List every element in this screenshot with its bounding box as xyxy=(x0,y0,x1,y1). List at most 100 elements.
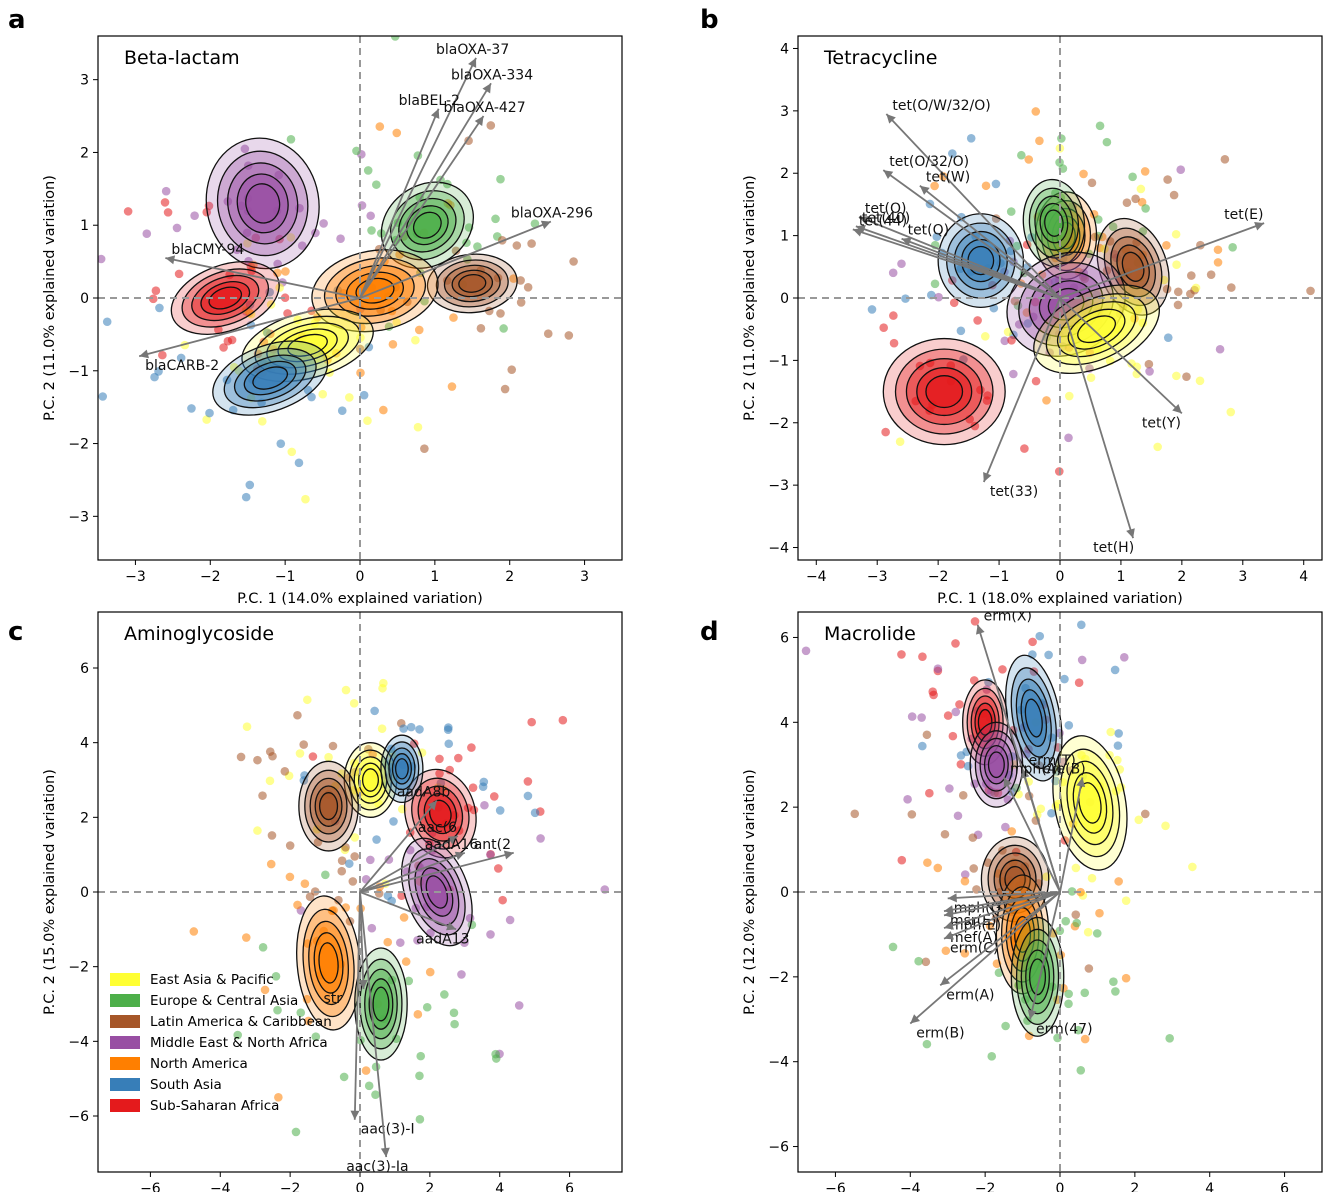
sample-point-sub-saharan-africa xyxy=(889,311,898,320)
sample-point-south-asia xyxy=(406,722,416,732)
sample-point-europe-central-asia xyxy=(371,1090,380,1099)
loading-vectors: aadA8baac(6aadA16ant(2aadA13straac(3)-Ia… xyxy=(323,785,514,1172)
vector-aada8b xyxy=(359,799,438,893)
sample-point-north-america xyxy=(266,859,276,869)
sample-point-europe-central-asia xyxy=(1072,918,1082,928)
y-tick-label: −6 xyxy=(768,1140,789,1156)
vector-label-aada16: aadA16 xyxy=(425,837,479,853)
vector-arrowhead-blaoxa-427 xyxy=(474,116,484,127)
contour-level-sub-saharan-africa xyxy=(208,286,243,310)
x-tick-label: −4 xyxy=(900,1181,921,1192)
density-south-asia xyxy=(212,340,329,416)
vector-tet-44 xyxy=(852,228,1061,299)
sample-point-south-asia xyxy=(932,232,942,242)
x-tick-label: 4 xyxy=(1205,1181,1214,1192)
sample-point-latin-america-caribbean xyxy=(496,309,505,318)
vector-label-erm-t: erm(T) xyxy=(1029,753,1076,769)
contour-level-europe-central-asia xyxy=(372,986,390,1022)
y-axis-label: P.C. 2 (15.0% explained variation) xyxy=(42,769,58,1015)
sample-point-europe-central-asia xyxy=(364,1081,374,1091)
sample-point-europe-central-asia xyxy=(416,1051,426,1061)
x-tick-label: 0 xyxy=(1056,1181,1065,1192)
sample-point-east-asia-pacific xyxy=(1195,376,1205,386)
sample-point-europe-central-asia xyxy=(233,1030,243,1040)
vector-arrowhead-ere-b xyxy=(1076,777,1086,788)
sample-point-europe-central-asia xyxy=(1093,215,1103,224)
sample-point-latin-america-caribbean xyxy=(1084,964,1094,973)
sample-point-sub-saharan-africa xyxy=(1007,335,1016,345)
vector-label-tet-w: tet(W) xyxy=(926,170,970,186)
sample-point-sub-saharan-africa xyxy=(973,316,982,325)
sample-point-north-america xyxy=(1024,155,1034,164)
sample-point-middle-east-north-africa xyxy=(951,707,961,717)
sample-point-sub-saharan-africa xyxy=(219,343,228,352)
vector-label-tet-44: tet(44) xyxy=(859,213,907,229)
sample-point-latin-america-caribbean xyxy=(337,866,347,876)
sample-point-east-asia-pacific xyxy=(1064,391,1074,401)
sample-point-south-asia xyxy=(399,724,408,733)
x-tick-label: −2 xyxy=(200,569,221,585)
sample-point-latin-america-caribbean xyxy=(500,384,510,394)
vector-arrowhead-aada8b xyxy=(427,800,437,811)
sample-point-latin-america-caribbean xyxy=(253,755,262,765)
density-europe-central-asia xyxy=(1022,178,1086,268)
sample-point-south-asia xyxy=(187,404,196,413)
vector-label-aada8b: aadA8b xyxy=(397,785,451,801)
sample-point-sub-saharan-africa xyxy=(889,338,899,348)
vector-blaoxa-296 xyxy=(359,220,552,299)
sample-point-east-asia-pacific xyxy=(349,699,359,708)
vector-label-tet-y: tet(Y) xyxy=(1142,415,1181,431)
sample-point-middle-east-north-africa xyxy=(366,211,375,221)
loading-vectors: erm(X)erm(T)ere(B)mph(A)mph(G)msr(E)mph(… xyxy=(909,612,1093,1042)
sample-point-east-asia-pacific xyxy=(301,494,310,504)
sample-point-latin-america-caribbean xyxy=(1220,155,1230,164)
sample-point-middle-east-north-africa xyxy=(240,144,250,154)
contour-level-south-asia xyxy=(252,366,289,390)
sample-point-sub-saharan-africa xyxy=(1011,847,1021,857)
sample-point-europe-central-asia xyxy=(1061,916,1071,926)
sample-point-latin-america-caribbean xyxy=(1122,198,1132,208)
sample-point-sub-saharan-africa xyxy=(970,421,980,431)
vector-label-erm-c: erm(C) xyxy=(950,941,998,957)
sample-point-north-america xyxy=(189,927,199,936)
sample-point-south-asia xyxy=(1047,808,1056,818)
panel-letter-c: c xyxy=(8,617,23,647)
sample-point-east-asia-pacific xyxy=(980,332,990,341)
vector-arrowhead-erm-t xyxy=(1020,768,1030,779)
sample-point-middle-east-north-africa xyxy=(161,186,171,196)
y-tick-label: −4 xyxy=(768,541,789,557)
sample-point-europe-central-asia xyxy=(491,214,500,224)
sample-point-east-asia-pacific xyxy=(1100,244,1109,254)
plot-area: tet(O/W/32/O)tet(O/32/O)tet(W)tet(O)tet(… xyxy=(798,36,1322,560)
sample-point-latin-america-caribbean xyxy=(344,773,354,782)
legend-swatch-europe-central-asia xyxy=(110,994,140,1007)
plot-area: erm(X)erm(T)ere(B)mph(A)mph(G)msr(E)mph(… xyxy=(798,612,1322,1172)
sample-point-sub-saharan-africa xyxy=(88,274,97,283)
sample-point-south-asia xyxy=(98,392,108,401)
vector-tet-q xyxy=(901,237,1061,299)
sample-point-north-america xyxy=(923,858,932,867)
sample-point-latin-america-caribbean xyxy=(527,239,536,248)
sample-point-europe-central-asia xyxy=(1057,134,1066,143)
sample-point-north-america xyxy=(1213,245,1223,255)
x-tick-label: 4 xyxy=(495,1181,504,1192)
sample-point-south-asia xyxy=(523,791,533,801)
x-tick-label: −3 xyxy=(867,569,888,585)
sample-point-middle-east-north-africa xyxy=(1077,655,1087,665)
sample-point-europe-central-asia xyxy=(1141,204,1150,213)
vector-label-tet-q: tet(Q) xyxy=(908,223,950,239)
vector-label-blaoxa-427: blaOXA-427 xyxy=(444,100,526,116)
sample-point-north-america xyxy=(1114,877,1123,886)
sample-point-middle-east-north-africa xyxy=(934,292,943,302)
sample-point-sub-saharan-africa xyxy=(1030,297,1040,307)
y-tick-label: −4 xyxy=(68,1034,89,1050)
sample-point-middle-east-north-africa xyxy=(1000,336,1010,346)
sample-point-europe-central-asia xyxy=(930,279,940,289)
sample-point-south-asia xyxy=(1110,665,1120,675)
sample-point-latin-america-caribbean xyxy=(968,833,978,842)
vector-blabel-2 xyxy=(359,108,440,299)
contour-level-east-asia-pacific xyxy=(361,768,379,792)
sample-point-south-asia xyxy=(102,317,112,327)
sample-point-europe-central-asia xyxy=(1128,172,1137,182)
